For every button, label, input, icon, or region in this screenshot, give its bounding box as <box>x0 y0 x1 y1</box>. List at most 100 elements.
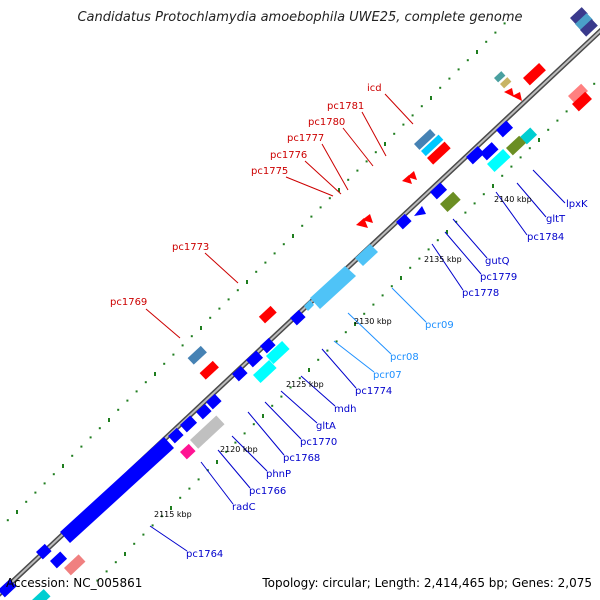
gene-label-pc1766[interactable]: pc1766 <box>249 486 286 497</box>
gene-label-pc1768[interactable]: pc1768 <box>283 453 320 464</box>
tick-mark <box>124 552 126 556</box>
tick-mark <box>335 340 338 343</box>
leader-line <box>431 243 464 291</box>
gene-label-gutq[interactable]: gutQ <box>485 256 510 267</box>
leader-line <box>280 390 318 424</box>
gene-label-radc[interactable]: radC <box>232 502 256 513</box>
gene-feature <box>355 244 378 266</box>
gene-feature <box>480 142 499 161</box>
tick-mark <box>593 82 596 85</box>
gene-label-pc1777[interactable]: pc1777 <box>287 133 324 144</box>
tick-mark <box>216 460 218 464</box>
gene-label-pcr09[interactable]: pcr09 <box>425 320 454 331</box>
gene-label-glta[interactable]: gltA <box>316 421 336 432</box>
tick-mark <box>172 353 175 356</box>
tick-mark <box>436 239 439 242</box>
gene-label-pc1775[interactable]: pc1775 <box>251 166 288 177</box>
gene-feature <box>50 551 68 569</box>
tick-mark <box>292 234 294 238</box>
scale-label: 2120 kbp <box>220 445 258 454</box>
leader-line <box>333 340 375 373</box>
tick-mark <box>227 298 230 301</box>
tick-mark <box>289 386 292 389</box>
gene-feature <box>500 77 512 89</box>
gene-label-pcr07[interactable]: pcr07 <box>373 370 402 381</box>
scale-label: 2125 kbp <box>286 380 324 389</box>
gene-feature <box>407 171 417 180</box>
tick-mark <box>25 500 28 503</box>
tick-mark <box>133 542 136 545</box>
gene-label-pc1778[interactable]: pc1778 <box>462 288 499 299</box>
tick-mark <box>236 289 239 292</box>
gene-label-pcr08[interactable]: pcr08 <box>390 352 419 363</box>
tick-mark <box>6 519 9 522</box>
gene-feature <box>310 266 356 309</box>
gene-feature <box>32 589 51 600</box>
gene-label-pc1776[interactable]: pc1776 <box>270 150 307 161</box>
gene-label-pc1781[interactable]: pc1781 <box>327 101 364 112</box>
gene-label-pc1774[interactable]: pc1774 <box>355 386 392 397</box>
gene-feature <box>199 360 219 380</box>
tick-mark <box>482 193 485 196</box>
gene-feature <box>260 337 276 354</box>
tick-mark <box>52 473 55 476</box>
tick-mark <box>485 40 488 43</box>
gene-feature <box>575 13 593 31</box>
tick-mark <box>503 22 506 25</box>
tick-mark <box>105 570 108 573</box>
gene-label-mdh[interactable]: mdh <box>334 404 356 415</box>
tick-mark <box>310 215 313 218</box>
tick-mark <box>144 381 147 384</box>
gene-label-pc1784[interactable]: pc1784 <box>527 232 564 243</box>
tick-mark <box>16 510 18 514</box>
scale-label: 2115 kbp <box>154 510 192 519</box>
leader-line <box>347 312 392 355</box>
gene-feature <box>0 579 17 598</box>
accession-text: Accession: NC_005861 <box>6 576 143 590</box>
gene-label-pc1769[interactable]: pc1769 <box>110 297 147 308</box>
leader-line <box>304 160 342 195</box>
gene-label-pc1770[interactable]: pc1770 <box>300 437 337 448</box>
gene-feature <box>64 554 86 576</box>
gene-label-lpxk[interactable]: lpxK <box>566 199 588 210</box>
leader-line <box>231 435 268 472</box>
genome-summary-text: Topology: circular; Length: 2,414,465 bp… <box>262 576 592 590</box>
tick-mark <box>492 184 494 188</box>
tick-mark <box>234 441 237 444</box>
tick-mark <box>243 432 246 435</box>
leader-line <box>516 182 547 218</box>
gene-feature <box>60 437 174 543</box>
scale-label: 2135 kbp <box>424 255 462 264</box>
tick-mark <box>96 579 99 582</box>
tick-mark <box>117 408 120 411</box>
gene-label-pc1764[interactable]: pc1764 <box>186 549 223 560</box>
tick-mark <box>510 165 513 168</box>
leader-line <box>361 111 387 157</box>
gene-feature <box>496 120 514 138</box>
gene-feature <box>266 340 290 365</box>
tick-mark <box>126 399 129 402</box>
tick-mark <box>328 197 331 200</box>
tick-mark <box>43 482 46 485</box>
tick-mark <box>190 335 193 338</box>
gene-label-pc1780[interactable]: pc1780 <box>308 117 345 128</box>
gene-label-gltt[interactable]: gltT <box>546 214 566 225</box>
gene-label-icd[interactable]: icd <box>367 83 382 94</box>
gene-label-pc1779[interactable]: pc1779 <box>480 272 517 283</box>
leader-line <box>217 449 251 489</box>
leader-line <box>204 252 239 284</box>
leader-line <box>444 231 482 275</box>
tick-mark <box>319 206 322 209</box>
gene-label-pc1773[interactable]: pc1773 <box>172 242 209 253</box>
tick-mark <box>430 96 432 100</box>
upper-features <box>187 7 598 380</box>
tick-mark <box>363 312 366 315</box>
tick-mark <box>62 464 64 468</box>
tick-mark <box>317 358 320 361</box>
gene-feature <box>512 92 522 101</box>
gene-feature <box>570 7 588 25</box>
gene-label-phnp[interactable]: phnP <box>266 469 291 480</box>
tick-mark <box>372 303 375 306</box>
tick-mark <box>338 188 340 192</box>
